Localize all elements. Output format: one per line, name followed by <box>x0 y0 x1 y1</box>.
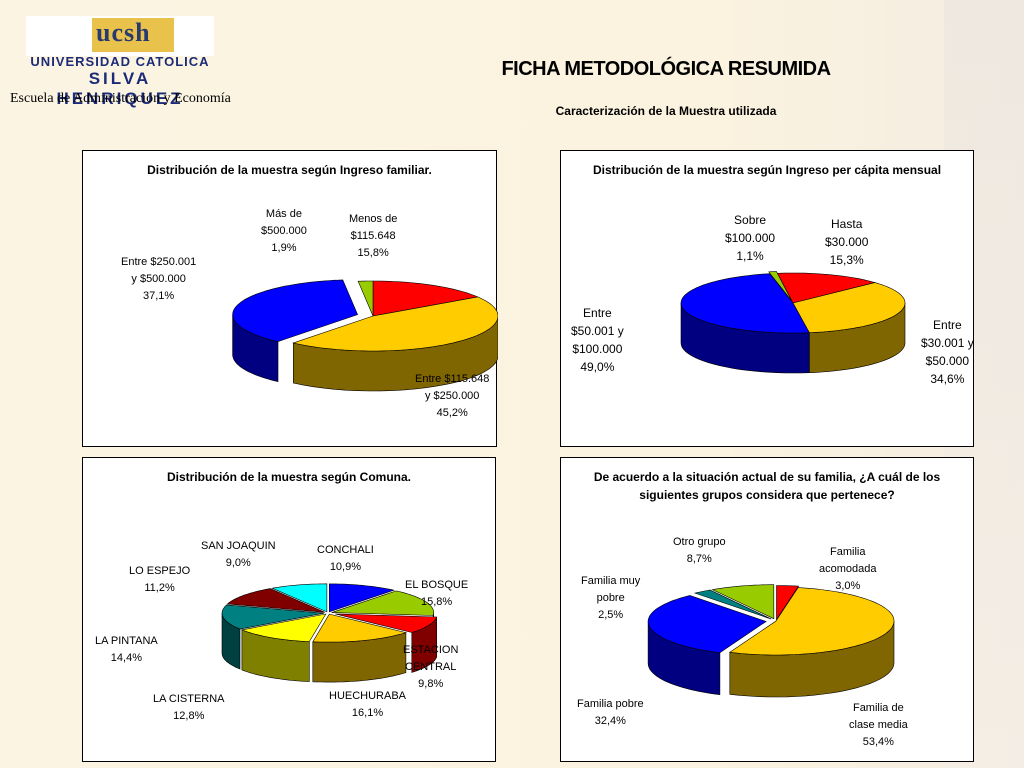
school-name: Escuela de Administración y Economía <box>10 91 231 106</box>
pie-slice-1 <box>728 587 895 656</box>
pie-slice-5 <box>221 604 325 630</box>
pie-slice-2 <box>647 595 767 654</box>
chart-title: Distribución de la muestra según Comuna. <box>166 470 412 484</box>
pie-slice-3 <box>693 589 772 620</box>
pie-slice-1 <box>292 296 498 352</box>
slice-label-4: LA CISTERNA 12,8% <box>153 693 225 722</box>
pie-slice-0 <box>776 272 877 304</box>
chart-title: Distribución de la muestra según Ingreso… <box>592 163 942 177</box>
page-subtitle: Caracterización de la Muestra utilizada <box>555 104 777 118</box>
page-title: FICHA METODOLÓGICA RESUMIDA <box>501 58 831 80</box>
pie-slice-3 <box>768 271 793 302</box>
slice-label-3: HUECHURABA 16,1% <box>329 690 407 719</box>
pie-slice-6 <box>226 588 325 613</box>
pie-slice-2 <box>680 273 810 334</box>
pie-slice-2 <box>335 613 438 633</box>
university-logo: ucsh UNIVERSIDAD CATOLICA SILVA HENRIQUE… <box>26 16 214 108</box>
pie-slice-0 <box>776 585 800 621</box>
slice-label-5: LA PINTANA 14,4% <box>95 635 158 664</box>
slice-label-6: LO ESPEJO 11,2% <box>129 565 191 594</box>
pie-chart-situacion-familia <box>647 584 895 698</box>
logo-mark-background <box>92 18 174 52</box>
slice-label-0: CONCHALI 10,9% <box>317 544 374 573</box>
slice-label-3: Familia muy pobre 2,5% <box>581 575 641 621</box>
pie-slice-0 <box>328 583 396 613</box>
slice-label-1: Entre $30.001 y $50.000 34,6% <box>921 318 974 386</box>
pie-chart-ingreso-familiar <box>232 279 498 392</box>
pie-slice-1 <box>331 590 434 616</box>
pie-slice-3 <box>357 280 374 317</box>
chart-title: De acuerdo a la situación actual de su f… <box>593 470 941 502</box>
pie-slice-1 <box>792 282 906 334</box>
slice-label-3: Más de $500.000 1,9% <box>261 208 307 254</box>
slice-label-2: Entre $250.001 y $500.000 37,1% <box>121 256 197 302</box>
chart-panel-ingreso-familiar: Distribución de la muestra según Ingreso… <box>82 150 498 447</box>
slice-label-0: Hasta $30.000 15,3% <box>825 217 869 267</box>
pie-slice-3 <box>312 613 408 643</box>
slice-label-4: Otro grupo 8,7% <box>673 536 726 565</box>
chart-title: Distribución de la muestra según Ingreso… <box>147 163 432 177</box>
logo-name-line: SILVA HENRIQUEZ <box>56 69 184 108</box>
slice-label-1: EL BOSQUE 15,8% <box>405 579 469 608</box>
pie-slice-2 <box>232 279 359 342</box>
pie-slice-0 <box>372 280 479 317</box>
pie-slice-4 <box>711 584 775 620</box>
chart-panel-situacion-familia: De acuerdo a la situación actual de su f… <box>560 457 974 762</box>
slice-label-0: Menos de $115.648 15,8% <box>349 213 398 259</box>
slice-label-2: Familia pobre 32,4% <box>577 698 644 727</box>
slice-label-2: Entre $50.001 y $100.000 49,0% <box>571 306 624 374</box>
logo-university-line: UNIVERSIDAD CATOLICA <box>30 54 210 69</box>
slice-label-2: ESTACION CENTRAL 9,8% <box>403 644 459 690</box>
slice-label-1: Familia de clase media 53,4% <box>849 702 908 748</box>
slice-label-7: SAN JOAQUIN 9,0% <box>201 540 276 569</box>
logo-mark: ucsh <box>96 18 151 47</box>
pie-slice-7 <box>271 583 328 613</box>
chart-panel-comuna: Distribución de la muestra según Comuna.… <box>82 457 496 762</box>
pie-chart-ingreso-per-capita <box>680 271 906 374</box>
pie-slice-4 <box>240 613 327 642</box>
slice-label-0: Familia acomodada 3,0% <box>819 546 877 592</box>
slice-label-1: Entre $115.648 y $250.000 45,2% <box>415 373 490 419</box>
slice-label-3: Sobre $100.000 1,1% <box>725 213 776 263</box>
chart-panel-ingreso-per-capita: Distribución de la muestra según Ingreso… <box>560 150 974 447</box>
pie-chart-comuna <box>221 583 438 683</box>
